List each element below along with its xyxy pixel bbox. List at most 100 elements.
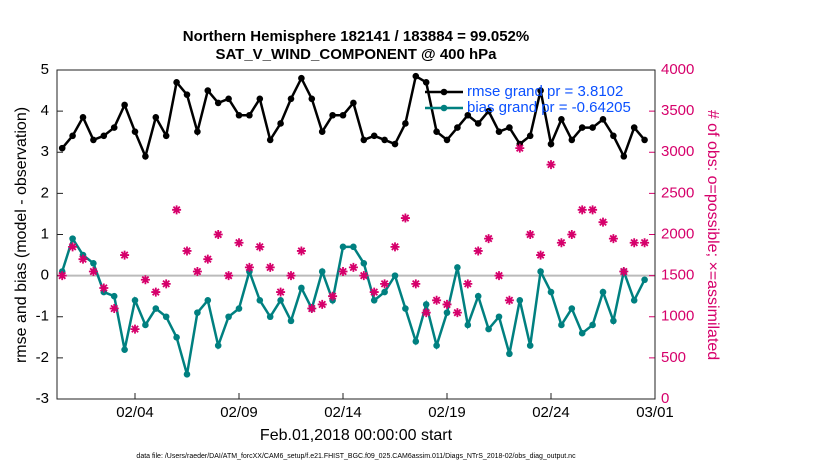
- obs-marker: [120, 250, 130, 260]
- point-marker: [339, 243, 347, 251]
- obs-marker: [400, 213, 410, 223]
- point-marker: [173, 334, 180, 341]
- point-marker: [329, 111, 336, 119]
- obs-marker: [348, 262, 358, 272]
- obs-marker: [546, 160, 556, 170]
- obs-marker: [588, 205, 598, 215]
- point-marker: [391, 140, 399, 148]
- y2-tick-label: 2000: [661, 225, 694, 242]
- obs-marker: [380, 279, 390, 289]
- point-marker: [485, 325, 492, 333]
- point-marker: [599, 288, 607, 296]
- point-marker: [142, 153, 149, 160]
- obs-marker: [68, 242, 78, 252]
- plot-area: [57, 70, 655, 399]
- point-marker: [495, 313, 503, 321]
- point-marker: [194, 309, 201, 316]
- y2-axis-label: # of obs: o=possible; ×=assimilated: [704, 110, 721, 360]
- point-marker: [433, 128, 440, 135]
- point-marker: [350, 99, 357, 107]
- point-marker: [547, 140, 555, 148]
- y-tick-label: 2: [41, 184, 49, 201]
- point-marker: [474, 120, 482, 127]
- obs-marker: [421, 308, 431, 318]
- obs-marker: [556, 238, 566, 248]
- point-marker: [610, 317, 617, 325]
- x-axis-label: Feb.01,2018 00:00:00 start: [260, 427, 453, 444]
- obs-marker: [452, 308, 462, 318]
- obs-marker: [525, 230, 535, 239]
- obs-marker: [598, 217, 608, 227]
- obs-marker: [203, 254, 213, 264]
- point-marker: [69, 132, 76, 140]
- point-marker: [90, 136, 97, 144]
- point-marker: [308, 95, 316, 103]
- point-marker: [79, 113, 87, 121]
- point-marker: [381, 136, 388, 144]
- obs-marker: [244, 262, 254, 272]
- point-marker: [235, 305, 243, 312]
- point-marker: [506, 350, 513, 358]
- obs-marker: [484, 234, 494, 244]
- point-marker: [69, 235, 76, 242]
- obs-marker: [328, 291, 338, 301]
- y-axis-label: rmse and bias (model - observation): [13, 107, 30, 363]
- point-marker: [225, 95, 232, 103]
- obs-marker: [390, 242, 400, 252]
- point-marker: [443, 309, 451, 316]
- point-marker: [516, 297, 524, 304]
- point-marker: [630, 297, 638, 304]
- point-marker: [568, 136, 576, 144]
- footnote: data file: /Users/raeder/DAI/ATM_forcXX/…: [136, 453, 576, 460]
- y-tick-label: 1: [41, 225, 49, 242]
- point-marker: [360, 136, 368, 144]
- point-marker: [121, 346, 128, 353]
- y-tick-label: 4: [41, 102, 49, 119]
- point-marker: [183, 91, 191, 98]
- point-marker: [298, 284, 305, 292]
- point-marker: [589, 124, 596, 131]
- y2-tick-label: 1500: [661, 267, 694, 284]
- legend-marker: [440, 104, 448, 112]
- obs-marker: [577, 205, 587, 215]
- obs-marker: [504, 295, 514, 305]
- point-marker: [422, 301, 430, 308]
- obs-marker: [130, 324, 140, 334]
- point-marker: [152, 113, 160, 121]
- obs-marker: [224, 271, 234, 281]
- point-marker: [204, 87, 212, 94]
- point-marker: [256, 297, 264, 304]
- point-marker: [256, 95, 264, 103]
- point-marker: [277, 120, 284, 127]
- obs-marker: [359, 271, 369, 281]
- obs-marker: [172, 205, 182, 215]
- obs-marker: [151, 287, 161, 297]
- obs-marker: [161, 279, 171, 289]
- point-marker: [422, 79, 430, 86]
- point-marker: [318, 128, 326, 135]
- obs-marker: [608, 234, 618, 244]
- obs-marker: [567, 230, 577, 239]
- point-marker: [454, 124, 461, 131]
- point-marker: [578, 329, 586, 337]
- obs-marker: [619, 267, 629, 277]
- legend-label: bias grand pr = -0.64205: [467, 99, 631, 116]
- point-marker: [641, 276, 648, 284]
- point-marker: [443, 136, 451, 144]
- obs-marker: [99, 283, 109, 293]
- y2-tick-label: 3000: [661, 143, 694, 160]
- obs-marker: [338, 267, 348, 277]
- x-tick-label: 02/09: [220, 404, 258, 421]
- point-marker: [131, 297, 139, 304]
- point-marker: [526, 132, 534, 140]
- y-tick-label: -3: [36, 390, 49, 407]
- obs-marker: [140, 275, 150, 285]
- point-marker: [578, 124, 586, 131]
- point-marker: [318, 268, 326, 275]
- obs-marker: [296, 246, 306, 256]
- point-marker: [370, 132, 378, 140]
- point-marker: [568, 305, 576, 312]
- obs-marker: [78, 254, 88, 264]
- point-marker: [610, 132, 617, 140]
